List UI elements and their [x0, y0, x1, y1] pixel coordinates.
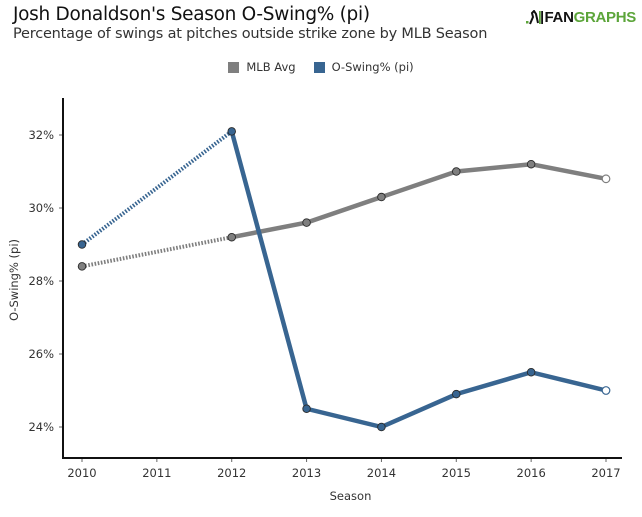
data-point	[452, 167, 461, 176]
series-layer	[77, 127, 611, 432]
y-axis-ticks: 24% 26% 28% 30% 32%	[28, 128, 63, 434]
series-segment	[530, 370, 607, 393]
data-point	[377, 192, 386, 202]
y-axis-title: O-Swing% (pi)	[7, 239, 21, 321]
legend-item-o-swing[interactable]: O-Swing% (pi)	[313, 60, 414, 74]
series-segment	[456, 161, 532, 174]
chart-subtitle: Percentage of swings at pitches outside …	[13, 26, 488, 42]
x-tick-label: 2016	[517, 466, 546, 480]
data-point	[452, 389, 461, 399]
series-segment	[231, 220, 308, 240]
series-segment-dotted	[80, 129, 233, 247]
data-point	[227, 127, 236, 136]
x-tick-label: 2015	[442, 466, 471, 480]
x-tick-label: 2017	[591, 466, 620, 480]
legend-swatch-mlb-avg	[228, 61, 240, 73]
data-point	[302, 404, 311, 414]
y-tick-label: 28%	[28, 274, 54, 288]
data-point	[77, 240, 87, 249]
data-point	[526, 368, 536, 377]
series-segment	[530, 161, 607, 182]
data-point	[227, 232, 236, 242]
y-tick-label: 24%	[28, 420, 54, 434]
logo-text-fan: FAN	[544, 9, 574, 26]
series-o-swing	[77, 127, 611, 432]
legend-swatch-o-swing	[313, 61, 325, 73]
x-tick-label: 2011	[142, 466, 171, 480]
series-segment	[380, 392, 458, 430]
series-segment-dotted	[81, 235, 233, 269]
data-point	[601, 386, 611, 395]
series-segment	[305, 194, 383, 225]
legend-item-mlb-avg[interactable]: MLB Avg	[228, 60, 296, 74]
x-tick-label: 2010	[67, 466, 96, 480]
legend-label-o-swing: O-Swing% (pi)	[331, 60, 414, 74]
series-segment	[306, 406, 382, 430]
x-tick-label: 2014	[367, 466, 396, 480]
x-tick-label: 2012	[217, 466, 246, 480]
y-tick-label: 32%	[28, 128, 54, 142]
data-point	[302, 218, 311, 227]
data-point	[377, 422, 386, 432]
series-segment	[455, 370, 532, 397]
data-point	[601, 174, 611, 184]
fangraphs-logo[interactable]: FAN GRAPHS	[525, 9, 637, 26]
chart-title: Josh Donaldson's Season O-Swing% (pi)	[13, 4, 370, 25]
series-mlb-avg	[77, 159, 611, 271]
x-axis-ticks: 2010 2011 2012 2013 2014 2015 2016 2017	[67, 458, 621, 480]
x-axis-title: Season	[330, 489, 372, 503]
series-segment	[380, 169, 458, 200]
series-segment	[229, 130, 309, 410]
x-tick-label: 2013	[292, 466, 321, 480]
legend: MLB Avg O-Swing% (pi)	[0, 60, 642, 74]
y-tick-label: 26%	[28, 347, 54, 361]
y-tick-label: 30%	[28, 201, 54, 215]
logo-text-graphs: GRAPHS	[573, 9, 637, 26]
fangraphs-batter-icon	[525, 10, 543, 25]
legend-label-mlb-avg: MLB Avg	[246, 60, 296, 74]
data-point	[526, 159, 536, 169]
data-point	[77, 262, 87, 271]
